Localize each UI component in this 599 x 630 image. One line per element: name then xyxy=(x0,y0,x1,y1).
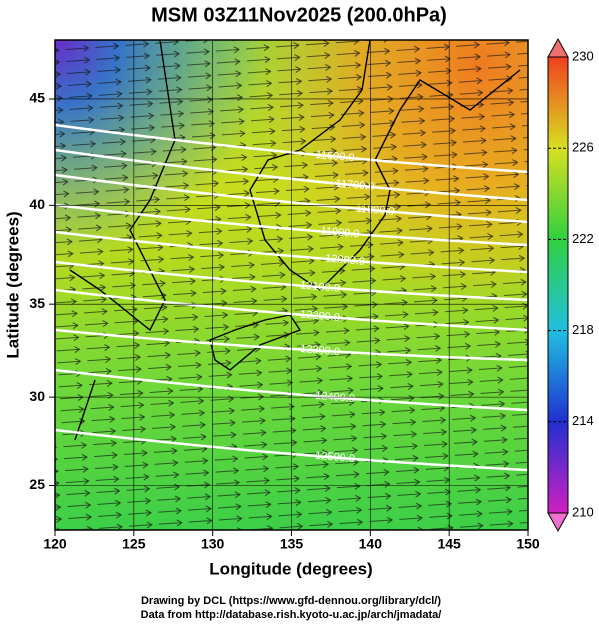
contour-label: 12400.0 xyxy=(315,390,356,405)
contour-label: 12000.0 xyxy=(325,253,366,268)
y-axis-label: Latitude (degrees) xyxy=(3,211,22,358)
y-tick-label: 25 xyxy=(29,476,45,492)
contour-label: 12300.0 xyxy=(300,343,341,358)
x-tick-label: 140 xyxy=(359,536,383,552)
x-tick-label: 150 xyxy=(516,536,540,552)
contour-label: 11600.0 xyxy=(315,149,355,164)
x-tick-label: 145 xyxy=(437,536,461,552)
colorbar-tick-label: 218 xyxy=(572,322,594,337)
x-tick-label: 120 xyxy=(43,536,67,552)
coastline xyxy=(74,379,96,441)
coastline xyxy=(69,40,176,332)
colorbar-extend xyxy=(547,37,569,58)
coastline xyxy=(249,40,521,291)
x-tick-label: 125 xyxy=(122,536,146,552)
contour-label: 12100.0 xyxy=(300,279,341,294)
colorbar-tick-label: 210 xyxy=(572,504,594,519)
chart-title: MSM 03Z11Nov2025 (200.0hPa) xyxy=(151,4,447,26)
colorbar-extend xyxy=(547,512,569,533)
y-tick-label: 45 xyxy=(29,90,45,106)
contour-label: 11800.0 xyxy=(355,203,395,218)
colorbar-tick-label: 214 xyxy=(572,413,594,428)
y-tick-label: 30 xyxy=(29,388,45,404)
colorbar-tick-label: 230 xyxy=(572,48,594,63)
x-tick-label: 130 xyxy=(201,536,225,552)
colorbar-tick-label: 226 xyxy=(572,140,594,155)
colorbar xyxy=(547,56,569,514)
contour-label: 11900.0 xyxy=(320,225,360,240)
colorbar-tick-label: 222 xyxy=(572,231,594,246)
contour-label: 11700.0 xyxy=(335,178,375,193)
contour-label: 12200.0 xyxy=(300,309,341,324)
credit: Drawing by DCL (https://www.gfd-dennou.o… xyxy=(141,595,441,607)
x-axis-label: Longitude (degrees) xyxy=(209,559,372,578)
y-tick-label: 40 xyxy=(29,196,45,212)
contour-label: 12500.0 xyxy=(315,450,356,465)
x-tick-label: 135 xyxy=(280,536,304,552)
coastline xyxy=(209,314,302,371)
credit: Data from http://database.rish.kyoto-u.a… xyxy=(141,609,442,621)
y-tick-label: 35 xyxy=(29,295,45,311)
